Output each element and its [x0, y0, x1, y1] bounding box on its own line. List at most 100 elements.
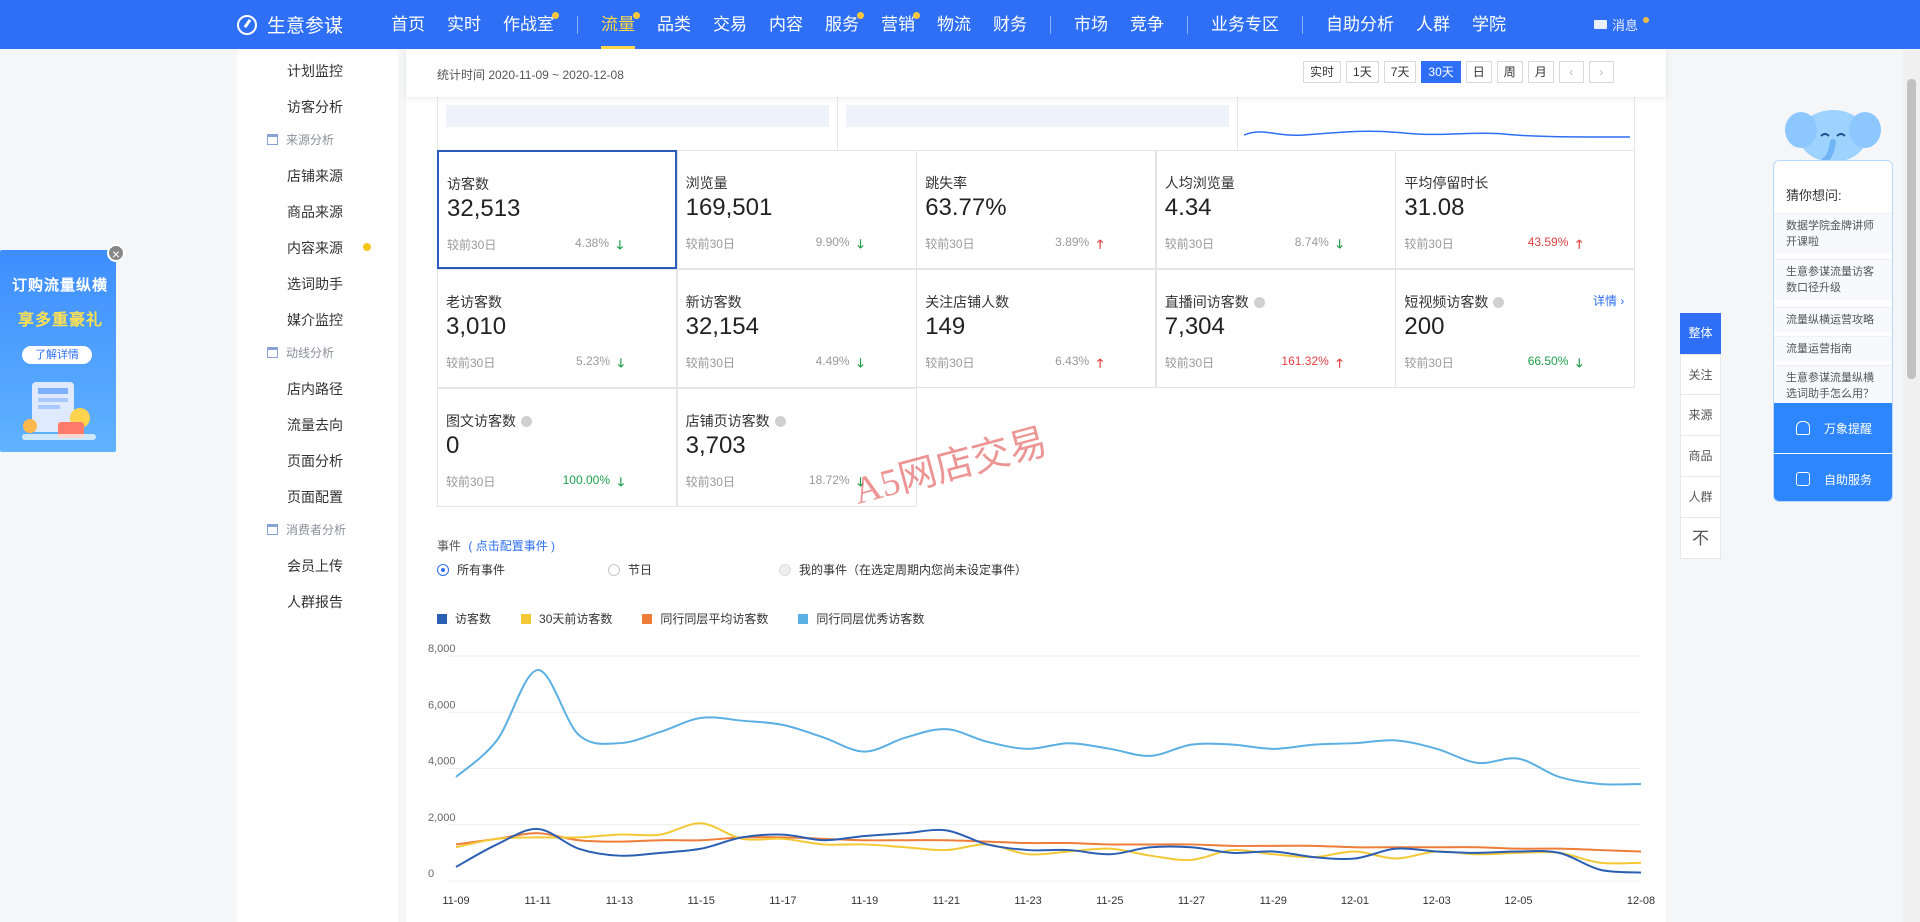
arrow-down-icon: 🡓 [857, 237, 864, 251]
back-to-top-button[interactable]: 不 [1680, 518, 1721, 559]
close-promo-icon[interactable]: × [107, 244, 125, 262]
period-button[interactable]: 实时 [1303, 61, 1342, 83]
period-button[interactable]: 30天 [1421, 61, 1461, 83]
left-sidebar: 计划监控 访客分析 来源分析 店铺来源 商品来源 内容来源 选词助手 媒介监控 动线分析 店内路径… [237, 49, 398, 922]
event-option-mine[interactable]: 我的事件（在选定周期内您尚未设定事件） [779, 561, 1027, 578]
self-service-button[interactable]: 自助服务 [1774, 454, 1892, 501]
metric-change-percent: 6.43% [1055, 354, 1090, 368]
metric-card[interactable]: 店铺页访客数 3,703 较前30日 18.72% 🡓 [676, 388, 917, 507]
event-option-holiday[interactable]: 节日 [608, 561, 652, 578]
nav-item[interactable]: 物流 [926, 0, 982, 49]
nav-item[interactable]: 首页 [380, 0, 436, 49]
nav-item[interactable]: 流量 [590, 0, 646, 49]
nav-item[interactable]: 人群 [1405, 0, 1461, 49]
metric-card[interactable]: 新访客数 32,154 较前30日 4.49% 🡓 [676, 269, 917, 388]
sidebar-item[interactable]: 访客分析 [287, 99, 343, 115]
reminder-button[interactable]: 万象提醒 [1774, 403, 1892, 453]
promo-banner[interactable]: 订购流量纵横 享多重豪礼 了解详情 [0, 250, 116, 452]
series-line [455, 669, 1642, 786]
y-tick-label: 6,000 [428, 699, 456, 711]
nav-item[interactable]: 财务 [982, 0, 1038, 49]
suggested-question[interactable]: 流量运营指南 [1774, 336, 1892, 361]
metric-value: 3,703 [685, 432, 746, 459]
metric-name: 跳失率 [925, 173, 967, 193]
x-tick-label: 12-01 [1341, 895, 1369, 907]
metric-card[interactable]: 平均停留时长 31.08 较前30日 43.59% 🡑 [1395, 150, 1636, 269]
group-icon [267, 134, 278, 145]
legend-item[interactable]: 访客数 [437, 610, 491, 627]
legend-item[interactable]: 同行同层平均访客数 [642, 610, 768, 627]
sidebar-item[interactable]: 页面分析 [287, 453, 343, 469]
nav-item-label: 市场 [1074, 15, 1108, 34]
sidebar-item[interactable]: 选词助手 [287, 276, 343, 292]
metric-card[interactable]: 直播间访客数 7,304 较前30日 161.32% 🡑 [1155, 269, 1396, 388]
quick-tab[interactable]: 商品 [1680, 436, 1721, 477]
suggested-question[interactable]: 流量纵横运营攻略 [1774, 307, 1892, 332]
chevron-right-icon[interactable]: › [1588, 61, 1614, 83]
configure-events-link[interactable]: ( 点击配置事件 ) [468, 539, 556, 553]
sidebar-item[interactable]: 商品来源 [287, 204, 343, 220]
sidebar-item[interactable]: 计划监控 [287, 63, 343, 79]
quick-tab[interactable]: 整体 [1680, 313, 1721, 354]
sidebar-item[interactable]: 页面配置 [287, 489, 343, 505]
arrow-down-icon: 🡓 [857, 356, 864, 370]
sidebar-item[interactable]: 人群报告 [287, 594, 343, 610]
legend-item[interactable]: 30天前访客数 [521, 610, 612, 627]
period-button[interactable]: 7天 [1383, 61, 1417, 83]
sidebar-item[interactable]: 店内路径 [287, 381, 343, 397]
nav-item[interactable]: 实时 [436, 0, 492, 49]
suggested-question[interactable]: 数据学院金牌讲师开课啦 [1774, 213, 1892, 254]
nav-item[interactable]: 自助分析 [1315, 0, 1405, 49]
page-scrollbar[interactable] [1903, 49, 1920, 922]
sidebar-item[interactable]: 会员上传 [287, 558, 343, 574]
info-icon[interactable] [521, 415, 532, 427]
metric-card[interactable]: 浏览量 169,501 较前30日 9.90% 🡓 [676, 150, 917, 269]
info-icon[interactable] [1253, 296, 1265, 308]
metric-card[interactable]: 图文访客数 0 较前30日 100.00% 🡓 [437, 388, 677, 507]
nav-item[interactable]: 交易 [702, 0, 758, 49]
scrollbar-thumb[interactable] [1907, 79, 1916, 379]
sidebar-item[interactable]: 流量去向 [287, 417, 343, 433]
period-button[interactable]: 日 [1465, 61, 1492, 83]
nav-item[interactable]: 竞争 [1119, 0, 1175, 49]
metric-card[interactable]: 跳失率 63.77% 较前30日 3.89% 🡑 [916, 150, 1157, 269]
metric-compare-label: 较前30日 [1164, 356, 1215, 370]
suggested-question[interactable]: 生意参谋流量访客数口径升级 [1774, 259, 1892, 300]
nav-item[interactable]: 市场 [1063, 0, 1119, 49]
promo-details-button[interactable]: 了解详情 [22, 346, 92, 364]
period-button[interactable]: 月 [1527, 61, 1554, 83]
nav-item[interactable]: 内容 [758, 0, 814, 49]
quick-tab[interactable]: 来源 [1680, 395, 1721, 436]
messages-button[interactable]: 消息 [1594, 0, 1650, 49]
sidebar-item[interactable]: 内容来源 [287, 240, 343, 256]
info-icon[interactable] [1493, 296, 1505, 308]
suggested-question[interactable]: 生意参谋流量纵横选词助手怎么用？ [1774, 365, 1892, 406]
legend-item[interactable]: 同行同层优秀访客数 [798, 610, 924, 627]
sidebar-item[interactable]: 媒介监控 [287, 312, 343, 328]
event-option-all[interactable]: 所有事件 [437, 561, 505, 578]
nav-item[interactable]: 品类 [646, 0, 702, 49]
metric-card[interactable]: 人均浏览量 4.34 较前30日 8.74% 🡓 [1155, 150, 1396, 269]
metric-compare-label: 较前30日 [925, 356, 975, 370]
metric-card[interactable]: 关注店铺人数 149 较前30日 6.43% 🡑 [916, 269, 1157, 388]
info-icon[interactable] [774, 415, 786, 427]
sidebar-item[interactable]: 店铺来源 [287, 168, 343, 184]
metric-card[interactable]: 短视频访客数 200 较前30日 66.50% 🡓 详情 › [1395, 269, 1636, 388]
period-button[interactable]: 1天 [1346, 61, 1379, 83]
nav-item[interactable]: 营销 [870, 0, 926, 49]
nav-item[interactable]: 作战室 [492, 0, 565, 49]
mail-icon [1594, 20, 1607, 29]
nav-item[interactable]: 业务专区 [1200, 0, 1290, 49]
nav-item[interactable]: 服务 [814, 0, 870, 49]
nav-item[interactable]: 学院 [1461, 0, 1517, 49]
metric-card[interactable]: 访客数 32,513 较前30日 4.38% 🡓 [437, 150, 677, 269]
quick-tab[interactable]: 人群 [1680, 477, 1721, 518]
quick-tab[interactable]: 关注 [1680, 354, 1721, 395]
chevron-left-icon[interactable]: ‹ [1558, 61, 1584, 83]
metric-detail-link[interactable]: 详情 › [1593, 294, 1625, 308]
nav-separator [1302, 15, 1303, 34]
period-button[interactable]: 周 [1496, 61, 1523, 83]
events-title: 事件 [437, 539, 462, 553]
metric-card[interactable]: 老访客数 3,010 较前30日 5.23% 🡓 [437, 269, 677, 388]
brand[interactable]: 生意参谋 [237, 0, 343, 49]
